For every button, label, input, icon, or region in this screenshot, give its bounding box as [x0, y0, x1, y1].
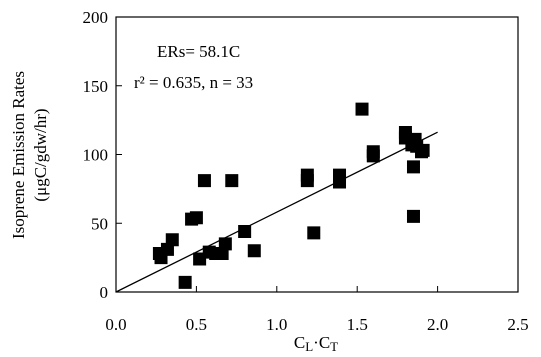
data-point	[355, 102, 369, 116]
stats-annotation: r² = 0.635, n = 33	[134, 73, 253, 92]
x-tick-label: 1.5	[347, 315, 368, 334]
data-point	[406, 209, 420, 223]
x-axis-title: CL·CT	[294, 333, 338, 354]
x-tick-label: 0.0	[105, 315, 126, 334]
data-point	[300, 174, 314, 188]
data-point	[247, 244, 261, 258]
y-axis-title-line2: (μgC/gdw/hr)	[31, 108, 50, 201]
x-tick-label: 0.5	[186, 315, 207, 334]
data-points	[152, 102, 430, 289]
x-tick-label: 2.5	[507, 315, 528, 334]
data-point	[307, 226, 321, 240]
data-point	[189, 211, 203, 225]
data-point	[238, 225, 252, 238]
data-point	[178, 275, 192, 289]
x-tick-label: 1.0	[266, 315, 287, 334]
y-tick-label: 0	[100, 283, 109, 302]
x-tick-label: 2.0	[427, 315, 448, 334]
y-tick-label: 50	[91, 214, 108, 233]
y-axis-title-line1: Isoprene Emission Rates	[9, 71, 28, 239]
equation-annotation: ERs= 58.1C	[157, 42, 240, 61]
data-point	[197, 174, 211, 188]
data-point	[333, 175, 347, 189]
x-axis-title-ct-sub: T	[330, 339, 338, 354]
data-point	[406, 160, 420, 174]
y-tick-label: 100	[83, 146, 109, 165]
x-axis-ticks: 0.0 0.5 1.0 1.5 2.0 2.5	[105, 286, 529, 334]
x-axis-title-cl-sub: L	[305, 339, 313, 354]
data-point	[225, 174, 239, 188]
data-point	[366, 149, 380, 163]
y-axis-ticks: 0 50 100 150 200	[83, 8, 122, 302]
y-tick-label: 150	[83, 77, 109, 96]
data-point	[410, 139, 424, 153]
data-point	[165, 233, 179, 247]
y-tick-label: 200	[83, 8, 109, 27]
x-axis-title-cl: C	[294, 333, 305, 352]
x-axis-title-dot: ·C	[313, 333, 330, 352]
regression-line	[115, 131, 438, 293]
data-point	[218, 237, 232, 251]
